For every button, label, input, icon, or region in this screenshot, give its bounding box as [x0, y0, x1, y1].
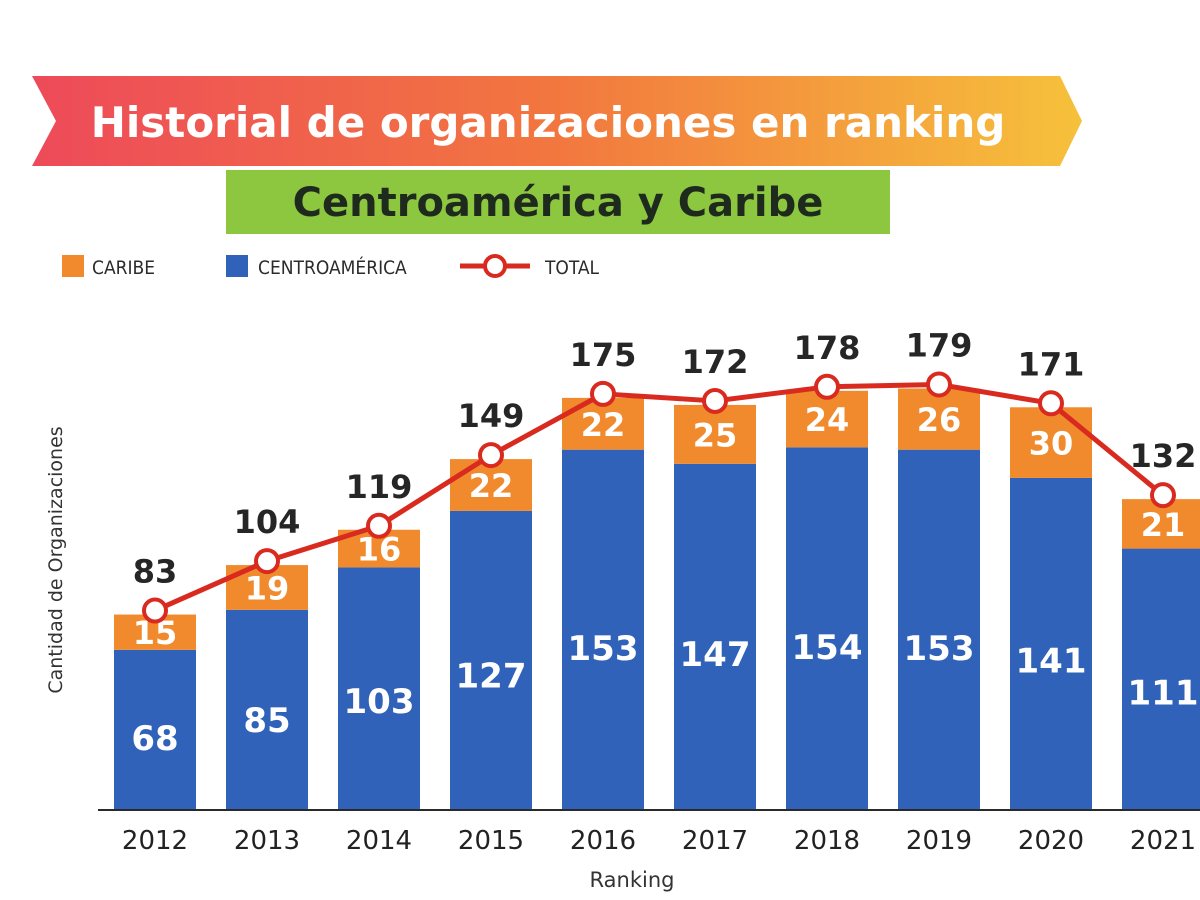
total-point-2019: [926, 371, 952, 398]
legend-marker-total: [483, 254, 507, 278]
label-total-2016: 175: [570, 336, 637, 374]
label-caribe-2015: 22: [469, 467, 514, 505]
legend-swatch-caribe: [62, 255, 84, 277]
total-point-2016: [590, 380, 616, 407]
label-centroamerica-2016: 153: [568, 629, 639, 669]
total-point-2020: [1038, 390, 1064, 417]
label-caribe-2017: 25: [693, 416, 738, 454]
label-total-2021: 132: [1130, 437, 1197, 475]
label-total-2013: 104: [234, 503, 301, 541]
x-axis-title: Ranking: [590, 868, 675, 892]
bar-centroamerica-2021: [1122, 548, 1200, 810]
legend-swatch-centroamerica: [226, 255, 248, 277]
total-point-2017: [702, 387, 728, 414]
bar-centroamerica-2018: [786, 447, 868, 810]
label-caribe-2016: 22: [581, 406, 626, 444]
total-point-2012: [142, 597, 168, 624]
x-tick-2017: 2017: [682, 826, 748, 856]
total-point-2021: [1150, 482, 1176, 509]
label-total-2019: 179: [906, 326, 973, 364]
label-total-2014: 119: [346, 468, 413, 506]
label-caribe-2021: 21: [1141, 506, 1186, 544]
label-centroamerica-2017: 147: [680, 635, 751, 675]
bar-caribe-2017: [674, 404, 756, 464]
total-point-2013: [254, 548, 280, 575]
bar-centroamerica-2012: [114, 649, 196, 810]
label-centroamerica-2021: 111: [1128, 673, 1199, 713]
total-line: [153, 381, 1165, 613]
x-tick-2018: 2018: [794, 826, 860, 856]
title-banner: [32, 76, 1082, 166]
chart-title: Historial de organizaciones en ranking: [91, 98, 1006, 147]
label-centroamerica-2019: 153: [904, 629, 975, 669]
label-total-2015: 149: [458, 397, 525, 435]
label-total-2018: 178: [794, 329, 861, 367]
label-caribe-2018: 24: [805, 401, 850, 439]
bar-centroamerica-2020: [1010, 477, 1092, 810]
x-tick-2014: 2014: [346, 826, 412, 856]
legend: CARIBE CENTROAMÉRICA TOTAL: [62, 254, 600, 279]
label-centroamerica-2013: 85: [243, 701, 290, 741]
label-total-2017: 172: [682, 343, 749, 381]
x-tick-2016: 2016: [570, 826, 636, 856]
x-tick-2019: 2019: [906, 826, 972, 856]
legend-label-caribe: CARIBE: [92, 257, 155, 279]
bar-centroamerica-2017: [674, 463, 756, 810]
bar-centroamerica-2019: [898, 449, 980, 810]
legend-label-centroamerica: CENTROAMÉRICA: [258, 256, 407, 279]
bar-caribe-2020: [1010, 407, 1092, 478]
label-caribe-2019: 26: [917, 401, 962, 439]
y-axis-title: Cantidad de Organizaciones: [45, 426, 67, 693]
label-caribe-2013: 19: [245, 569, 290, 607]
x-tick-2013: 2013: [234, 826, 300, 856]
total-point-2014: [366, 512, 392, 539]
label-centroamerica-2015: 127: [456, 656, 527, 696]
label-total-2012: 83: [133, 553, 178, 591]
bar-centroamerica-2014: [338, 567, 420, 810]
label-centroamerica-2014: 103: [344, 682, 415, 722]
x-tick-2020: 2020: [1018, 826, 1084, 856]
label-total-2020: 171: [1018, 345, 1085, 383]
x-tick-2012: 2012: [122, 826, 188, 856]
total-point-2018: [814, 373, 840, 400]
label-centroamerica-2018: 154: [792, 628, 863, 668]
bar-centroamerica-2016: [562, 449, 644, 810]
bar-centroamerica-2013: [226, 609, 308, 810]
label-centroamerica-2020: 141: [1016, 642, 1087, 682]
x-tick-2021: 2021: [1130, 826, 1196, 856]
chart-subtitle: Centroamérica y Caribe: [293, 180, 824, 226]
plot-area: 6815201285192013103162014127222015153222…: [114, 326, 1200, 856]
label-centroamerica-2012: 68: [131, 719, 178, 759]
legend-label-total: TOTAL: [544, 257, 600, 279]
label-caribe-2020: 30: [1029, 425, 1074, 463]
subtitle-box: [226, 170, 890, 234]
bar-centroamerica-2015: [450, 510, 532, 810]
bar-caribe-2018: [786, 390, 868, 448]
x-tick-2015: 2015: [458, 826, 524, 856]
bar-caribe-2019: [898, 388, 980, 450]
total-point-2015: [478, 442, 504, 469]
